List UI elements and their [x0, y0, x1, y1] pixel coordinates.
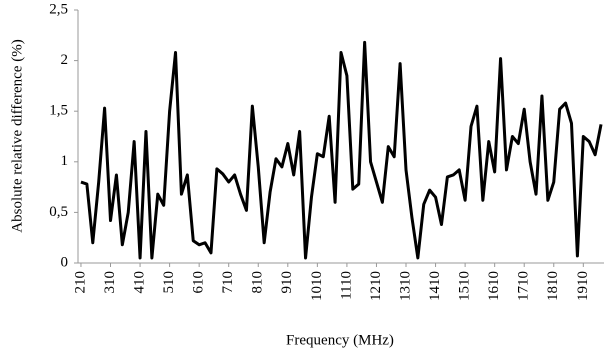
y-axis-title: Absolute relative difference (%) — [9, 39, 25, 232]
y-tick-label: 2,5 — [49, 1, 68, 17]
y-tick-label: 2 — [61, 52, 69, 68]
x-tick-label: 910 — [279, 271, 295, 294]
x-tick-label: 210 — [72, 271, 88, 294]
x-tick-label: 1310 — [397, 271, 413, 301]
x-tick-label: 410 — [131, 271, 147, 294]
x-tick-label: 1610 — [486, 271, 502, 301]
x-tick-label: 310 — [102, 271, 118, 294]
x-tick-label: 1510 — [457, 271, 473, 301]
y-tick-label: 0,5 — [49, 204, 68, 220]
x-tick-label: 1410 — [427, 271, 443, 301]
x-tick-label: 1110 — [338, 271, 354, 300]
y-tick-label: 1,5 — [49, 103, 68, 119]
x-tick-label: 1710 — [516, 271, 532, 301]
y-tick-label: 1 — [61, 153, 69, 169]
x-tick-label: 610 — [191, 271, 207, 294]
x-tick-label: 710 — [220, 271, 236, 294]
x-tick-label: 1210 — [368, 271, 384, 301]
x-tick-label: 510 — [161, 271, 177, 294]
x-tick-label: 1010 — [309, 271, 325, 301]
y-tick-label: 0 — [61, 254, 69, 270]
x-tick-label: 1810 — [545, 271, 561, 301]
x-tick-label: 1910 — [575, 271, 591, 301]
x-axis-title: Frequency (MHz) — [286, 332, 394, 348]
x-tick-label: 810 — [250, 271, 266, 294]
data-line — [80, 40, 603, 260]
